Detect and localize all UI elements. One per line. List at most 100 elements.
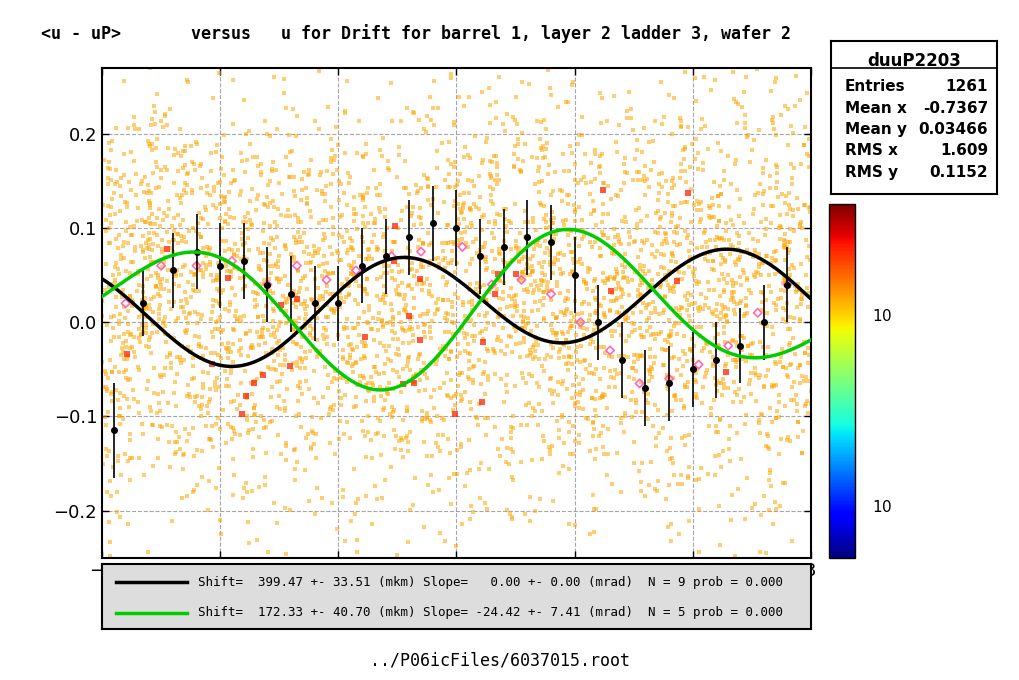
Point (533, 144, 549, 155)
Text: Entries: Entries (844, 79, 904, 95)
Point (571, 402, 587, 413)
Point (404, 207, 420, 218)
Point (429, 294, 445, 305)
Point (161, 437, 177, 448)
Point (611, 284, 628, 294)
Point (288, 361, 305, 372)
Point (306, 245, 322, 256)
Point (110, 456, 126, 466)
Point (662, 182, 679, 193)
Point (274, 369, 290, 379)
Point (730, 243, 746, 254)
Point (633, 306, 649, 317)
Point (106, 188, 122, 199)
Point (626, 153, 642, 164)
Point (576, 356, 592, 367)
Point (254, 328, 270, 339)
Point (545, 256, 561, 267)
Point (764, 518, 781, 529)
Point (122, 329, 139, 340)
Point (107, 122, 123, 133)
Point (517, 217, 533, 228)
Point (570, 396, 586, 407)
Point (585, 325, 601, 336)
Point (361, 386, 377, 396)
Point (360, 244, 376, 255)
Point (439, 294, 455, 305)
Point (725, 396, 741, 407)
Point (636, 269, 652, 279)
Point (371, 369, 387, 380)
Point (775, 236, 792, 247)
Point (222, 364, 238, 375)
Point (298, 432, 314, 443)
Point (471, 282, 487, 292)
Point (752, 217, 768, 228)
Point (659, 522, 676, 532)
Point (306, 393, 322, 404)
Point (151, 309, 167, 320)
Point (741, 379, 757, 390)
Point (95, 458, 111, 469)
Point (757, 294, 773, 305)
Point (331, 373, 347, 384)
Point (461, 188, 477, 199)
Point (299, 198, 315, 209)
Point (726, 256, 742, 267)
Point (296, 227, 312, 238)
Point (486, 369, 502, 379)
Point (246, 409, 262, 420)
Point (574, 317, 590, 328)
Point (239, 233, 256, 243)
Point (770, 220, 787, 231)
Point (672, 239, 688, 250)
Point (673, 469, 689, 480)
Point (179, 168, 196, 179)
Point (325, 305, 341, 316)
Point (264, 303, 280, 314)
Point (554, 328, 571, 339)
Point (502, 218, 519, 228)
Point (502, 332, 519, 343)
Point (745, 203, 761, 214)
Point (180, 226, 197, 237)
Point (571, 240, 587, 251)
Point (622, 395, 638, 406)
Point (258, 422, 274, 432)
Point (180, 308, 197, 319)
Point (613, 260, 630, 271)
Point (483, 228, 499, 239)
Point (766, 255, 783, 266)
Point (538, 138, 554, 149)
Point (734, 265, 750, 275)
Point (366, 165, 382, 176)
Point (452, 442, 469, 453)
Point (202, 256, 218, 267)
Point (121, 291, 138, 302)
Point (691, 306, 707, 317)
Point (171, 443, 187, 454)
Point (526, 243, 542, 254)
Point (473, 241, 489, 252)
Point (767, 379, 784, 390)
Point (503, 293, 520, 304)
Point (705, 320, 721, 330)
Point (247, 409, 263, 420)
Point (485, 343, 501, 354)
Point (165, 247, 181, 258)
Point (191, 286, 207, 296)
Point (141, 186, 157, 197)
Point (268, 258, 284, 269)
Point (143, 219, 159, 230)
Point (242, 214, 258, 225)
Point (728, 390, 744, 401)
Point (731, 341, 747, 352)
Point (477, 311, 493, 322)
Point (293, 184, 310, 195)
Point (378, 222, 394, 233)
Point (288, 296, 305, 307)
Point (204, 93, 220, 104)
Point (708, 231, 725, 242)
Point (512, 228, 528, 239)
Point (194, 173, 210, 184)
